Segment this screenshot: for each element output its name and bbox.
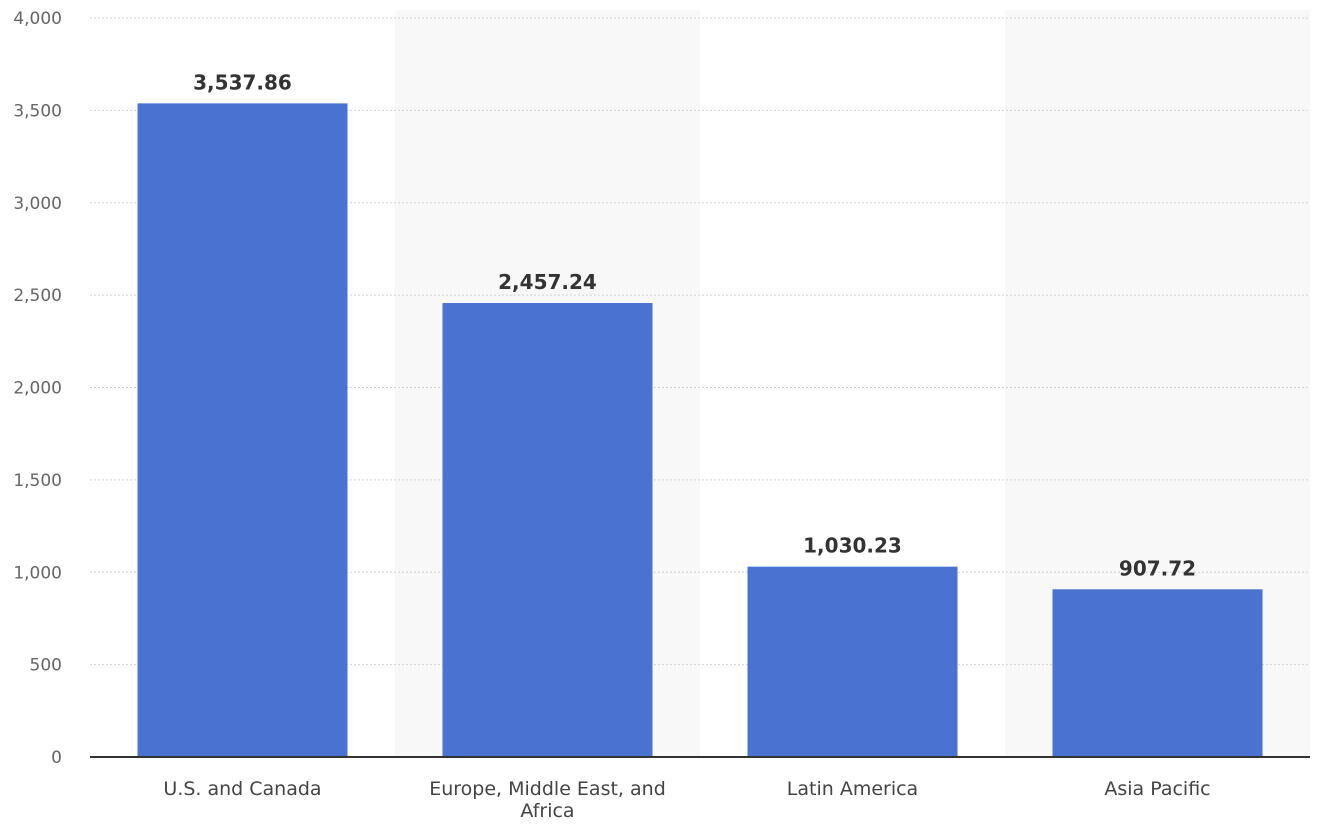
x-tick-label: Latin America xyxy=(787,778,918,800)
y-tick-label: 0 xyxy=(51,748,62,768)
bar xyxy=(1052,589,1263,757)
x-tick-label: Asia Pacific xyxy=(1104,778,1210,800)
x-tick-label: Europe, Middle East, and Africa xyxy=(429,778,666,822)
y-tick-label: 3,000 xyxy=(13,194,62,214)
data-label: 2,457.24 xyxy=(498,270,597,294)
y-tick-label: 500 xyxy=(30,656,62,676)
y-tick-label: 1,500 xyxy=(13,471,62,491)
y-axis-ticks: 0 500 1,000 1,500 2,000 2,500 3,000 3,500 4,000 xyxy=(13,9,62,768)
y-tick-label: 2,500 xyxy=(13,286,62,306)
y-tick-label: 3,500 xyxy=(13,101,62,121)
bar xyxy=(747,566,958,757)
x-tick-label-line: Asia Pacific xyxy=(1104,778,1210,800)
bars xyxy=(137,103,1263,757)
x-tick-label-line: Africa xyxy=(520,800,574,822)
x-axis-ticks: U.S. and Canada Europe, Middle East, and A… xyxy=(163,778,1210,822)
y-tick-label: 1,000 xyxy=(13,563,62,583)
x-tick-label: U.S. and Canada xyxy=(163,778,321,800)
data-label: 1,030.23 xyxy=(803,534,902,558)
x-tick-label-line: Latin America xyxy=(787,778,918,800)
bar xyxy=(442,303,653,757)
bar xyxy=(137,103,348,757)
data-label: 3,537.86 xyxy=(193,70,292,94)
y-tick-label: 4,000 xyxy=(13,9,62,29)
x-tick-label-line: Europe, Middle East, and xyxy=(429,778,666,800)
data-labels: 3,537.86 2,457.24 1,030.23 907.72 xyxy=(193,70,1196,580)
y-tick-label: 2,000 xyxy=(13,379,62,399)
data-label: 907.72 xyxy=(1119,556,1196,580)
x-tick-label-line: U.S. and Canada xyxy=(163,778,321,800)
